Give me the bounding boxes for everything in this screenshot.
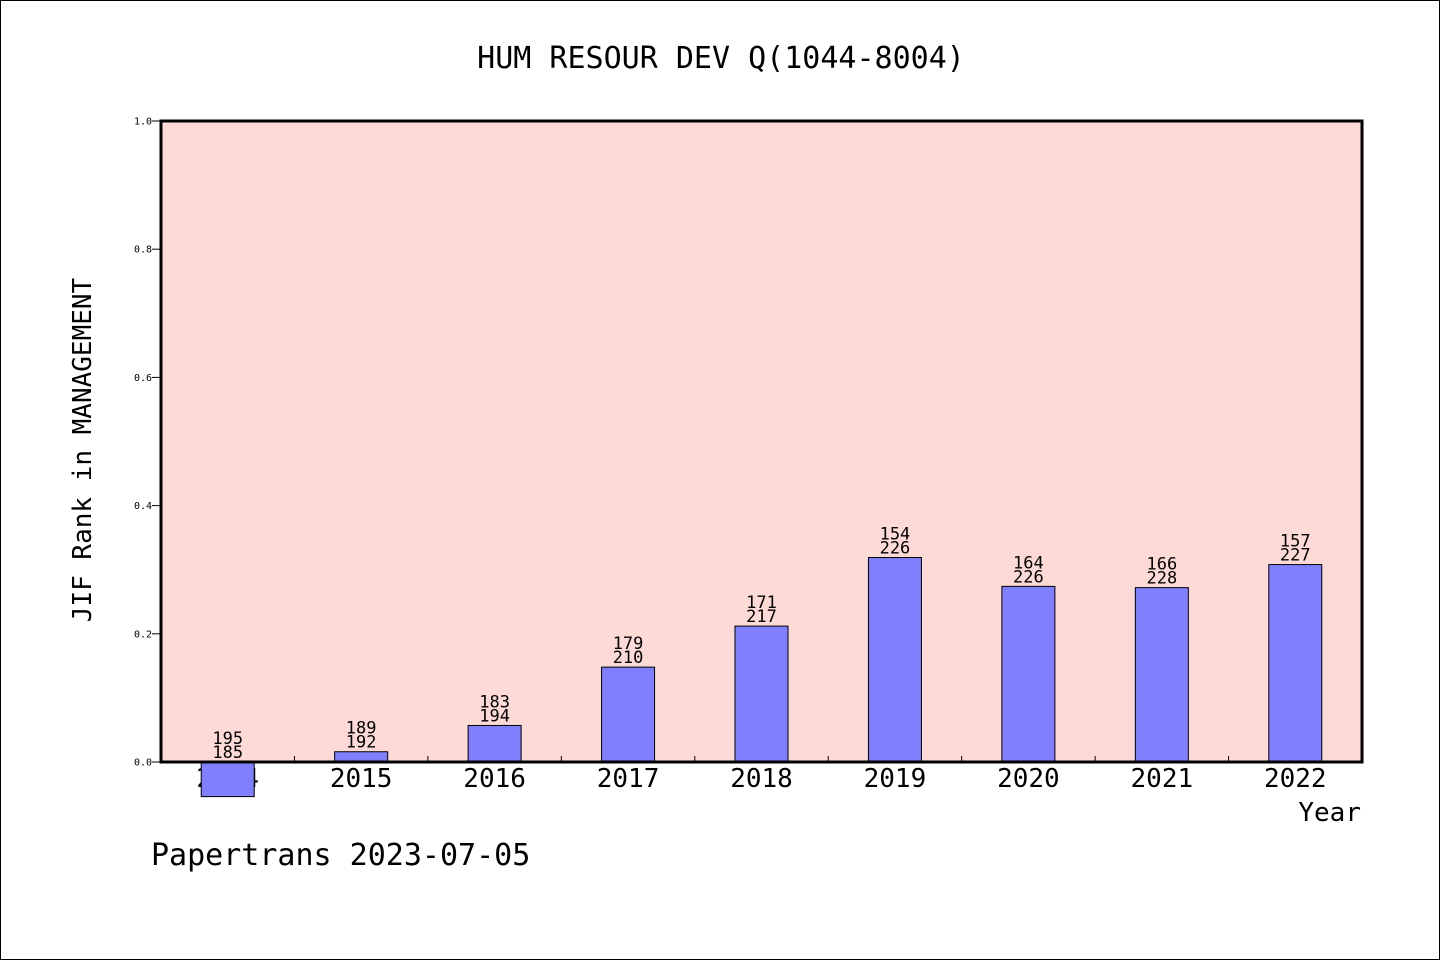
bar-series	[200, 557, 1323, 798]
bar-label-top: 171	[746, 593, 777, 613]
x-tick-label: 2021	[1131, 764, 1194, 794]
x-tick-label: 2019	[864, 764, 927, 794]
y-axis-label: JIF Rank in MANAGEMENT	[68, 277, 98, 622]
y-axis: 0.0 0.2 0.4 0.6 0.8 1.0	[134, 117, 161, 769]
bar-label-bottom: 210	[613, 648, 644, 668]
x-tick-label: 2017	[597, 764, 660, 794]
bar	[334, 751, 389, 763]
bar-label-top: 183	[479, 692, 510, 712]
bar-label-bottom: 226	[880, 539, 911, 559]
x-tick-label: 2022	[1264, 764, 1327, 794]
data-labels: 1951851891921831941792101712171542261642…	[212, 525, 1310, 763]
bar	[1134, 587, 1189, 763]
bar-label-top: 157	[1280, 532, 1311, 552]
x-tick-label: 2015	[330, 764, 393, 794]
bar	[200, 761, 255, 798]
bar-label-top: 179	[613, 634, 644, 654]
bar-label-top: 189	[346, 719, 377, 739]
bar	[867, 557, 922, 763]
bar	[734, 625, 789, 763]
x-tick-label: 2016	[463, 764, 526, 794]
y-tick-label: 1.0	[134, 117, 152, 128]
bar-label-bottom: 228	[1146, 569, 1177, 589]
x-tick-label: 2018	[730, 764, 793, 794]
bar-label-bottom: 227	[1280, 546, 1311, 566]
x-axis-label: Year	[1298, 798, 1361, 828]
y-tick-label: 0.4	[134, 501, 152, 512]
x-tick-label: 2020	[997, 764, 1060, 794]
y-tick-label: 0.2	[134, 629, 152, 640]
bar-label-bottom: 217	[746, 607, 777, 627]
chart-title: HUM RESOUR DEV Q(1044-8004)	[477, 41, 965, 76]
bar	[601, 666, 656, 763]
bar-label-top: 195	[212, 729, 243, 749]
bar-label-top: 164	[1013, 553, 1044, 573]
bar-label-bottom: 185	[212, 743, 243, 763]
bar-label-bottom: 194	[479, 706, 510, 726]
y-tick-label: 0.0	[134, 758, 152, 769]
watermark: Papertrans 2023-07-05	[151, 838, 530, 873]
bar	[1268, 564, 1323, 763]
bar	[467, 724, 522, 763]
bar-label-top: 154	[880, 525, 911, 545]
y-tick-label: 0.6	[134, 373, 152, 384]
bar-label-bottom: 192	[346, 733, 377, 753]
bar-label-top: 166	[1146, 555, 1177, 575]
bar	[1001, 585, 1056, 763]
bar-label-bottom: 226	[1013, 567, 1044, 587]
y-tick-label: 0.8	[134, 245, 152, 256]
plot-border	[159, 119, 1364, 764]
